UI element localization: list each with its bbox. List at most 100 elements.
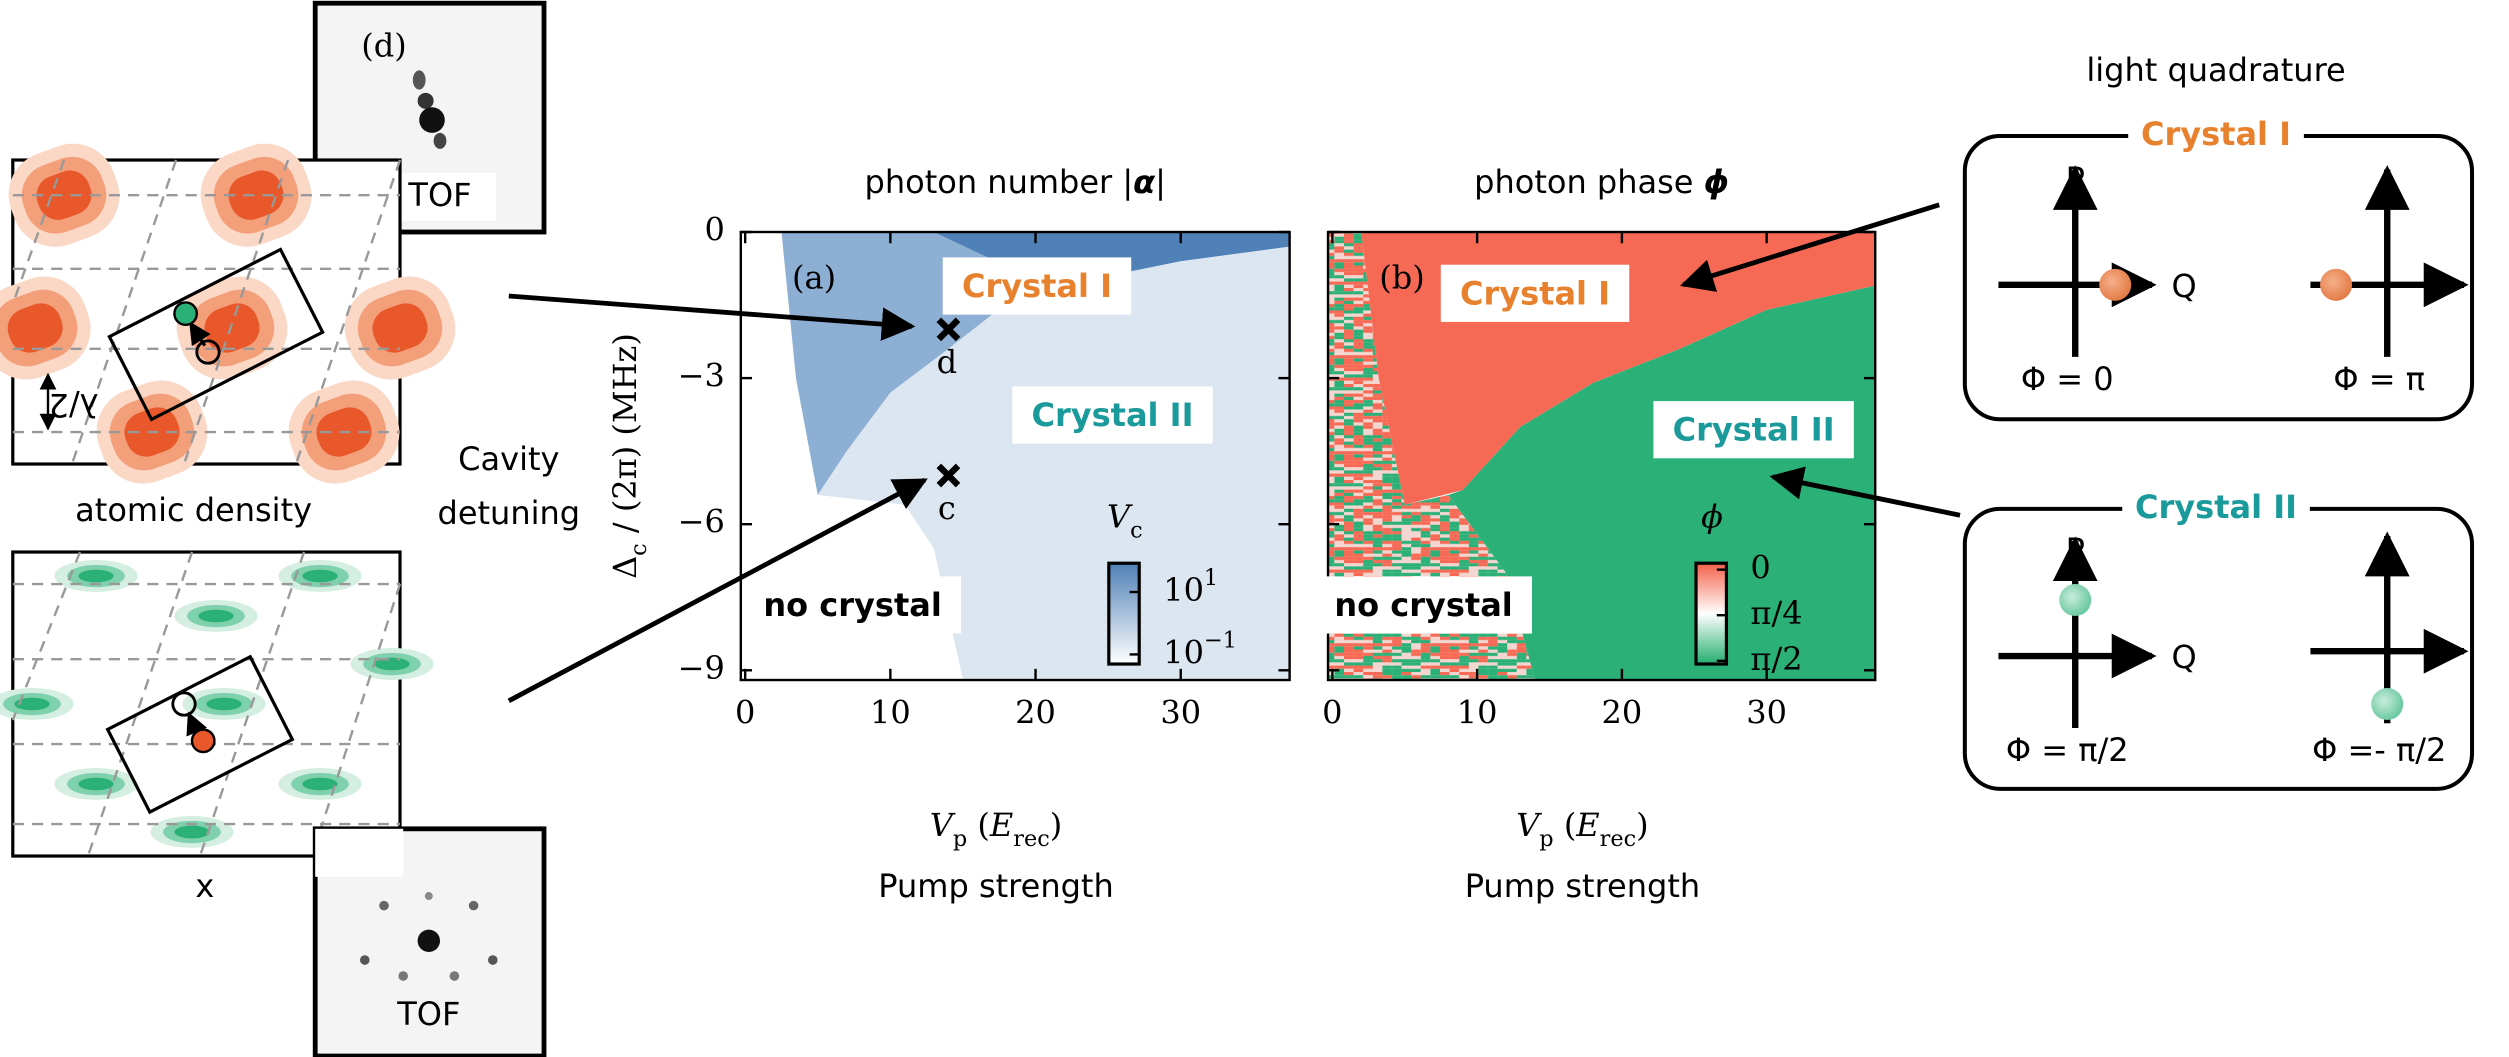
density-blob <box>374 657 410 671</box>
text-part: c <box>1130 517 1143 543</box>
region-label-bg <box>942 257 1132 315</box>
text-part: c <box>626 543 652 556</box>
text-part: E <box>989 806 1013 844</box>
region-label-bg <box>1315 576 1532 634</box>
text-part: photon number | <box>865 163 1134 201</box>
x-caption: Pump strength <box>1465 867 1700 905</box>
panel-label: (d) <box>361 27 406 65</box>
colorbar-label: 0 <box>1750 548 1770 586</box>
colorbar <box>1107 561 1141 666</box>
panel-title: photon number |α| <box>865 163 1166 201</box>
density-blob <box>206 697 242 711</box>
text-part: π/2 <box>1750 639 1802 677</box>
marker <box>936 317 961 342</box>
p-label: P <box>2066 531 2085 569</box>
density-blob <box>198 609 234 623</box>
text-part: ) <box>1050 806 1062 844</box>
x-axis-label: x <box>195 867 214 905</box>
field-state <box>2059 584 2092 617</box>
text-part: 1 <box>1204 565 1218 591</box>
text-part: rec <box>1013 826 1050 852</box>
text-part: 10 <box>1163 633 1204 671</box>
colorbar <box>1694 561 1729 666</box>
x-tick-label: 10 <box>1457 694 1498 732</box>
colorbar-label: 101 <box>1163 565 1218 609</box>
x-axis-label: Vp (Erec) <box>930 806 1062 853</box>
panel-title: photon phase ϕ <box>1474 163 1729 201</box>
box-title: Crystal II <box>2135 488 2297 526</box>
y-tick-label: −6 <box>678 503 725 541</box>
cavity-label: detuning <box>438 494 581 532</box>
marker-label: c <box>938 489 956 527</box>
text-part: V <box>1107 497 1133 535</box>
text-part: E <box>1575 806 1599 844</box>
region-label-bg <box>1653 401 1854 459</box>
density-blob <box>36 170 92 220</box>
text-part: 0 <box>1750 548 1770 586</box>
q-label: Q <box>2171 638 2196 676</box>
y-axis-label: Δc / (2π) (MHz) <box>606 333 653 579</box>
colorbar-label: π/4 <box>1750 594 1802 632</box>
text-part: π/4 <box>1750 594 1802 632</box>
quadrature-box: Crystal I P Q Φ = 0 Φ = π <box>1962 115 2475 422</box>
label-bg <box>384 172 497 221</box>
box-title-bg <box>2128 115 2304 154</box>
region-crystal-1 <box>781 232 1290 495</box>
region-label: Crystal II <box>1673 411 1835 449</box>
region-label-bg <box>1012 386 1213 444</box>
q-label: Q <box>2171 267 2196 305</box>
region-label: no crystal <box>763 586 941 624</box>
region-label-bg <box>744 576 962 634</box>
region-label: Crystal I <box>1460 274 1610 312</box>
phase-label: Φ = π <box>2333 360 2425 398</box>
density-blob <box>204 303 260 353</box>
panel-label: (b) <box>1379 259 1424 297</box>
marker-stroke <box>936 317 961 342</box>
colorbar-title: Vc <box>1107 497 1143 544</box>
tof-label: TOF <box>396 995 460 1033</box>
density-blob <box>7 303 63 353</box>
text-part: V <box>930 806 956 844</box>
phase-label: Φ =- π/2 <box>2312 731 2446 769</box>
phase-label: Φ = π/2 <box>2006 731 2129 769</box>
field-state <box>2099 268 2132 301</box>
colorbar-label: π/2 <box>1750 639 1802 677</box>
x-tick-label: 20 <box>1015 694 1056 732</box>
marker-stroke <box>936 463 961 488</box>
text-part: ( <box>1554 806 1577 844</box>
text-part: 10 <box>1163 571 1204 609</box>
region-noise <box>1328 232 1536 681</box>
y-tick-label: 0 <box>704 211 724 249</box>
marker <box>936 463 961 488</box>
density-blob <box>78 777 114 791</box>
x-tick-label: 30 <box>1160 694 1201 732</box>
quadrature-title: light quadrature <box>2086 51 2345 89</box>
density-blob <box>302 569 338 583</box>
marker-label: d <box>937 343 957 381</box>
tof-bottom <box>312 826 547 1057</box>
x-tick-label: 20 <box>1602 694 1643 732</box>
y-tick-label: −3 <box>678 357 725 395</box>
x-tick-label: 30 <box>1746 694 1787 732</box>
region-label-bg <box>1440 264 1630 322</box>
phase-label: Φ = 0 <box>2021 360 2114 398</box>
plot-frame <box>1326 230 1877 682</box>
y-tick-label: −9 <box>678 649 725 687</box>
density-blob <box>174 825 210 839</box>
density-blob <box>228 170 284 220</box>
text-part: α <box>1133 163 1156 201</box>
text-part: p <box>1539 826 1553 852</box>
plot-frame <box>739 230 1291 682</box>
text-part: ϕ <box>1704 163 1729 201</box>
colorbar-label: 10−1 <box>1163 627 1237 671</box>
panel: 0 10 20 30 photon phase ϕ (b) Vp (Erec) Pump st… <box>1315 163 1877 905</box>
x-tick-label: 0 <box>1322 694 1342 732</box>
box-title-bg <box>2122 487 2310 526</box>
density-blob <box>302 777 338 791</box>
field-state <box>2320 268 2353 301</box>
text-part: −1 <box>1204 627 1237 653</box>
x-axis-label: Vp (Erec) <box>1516 806 1648 853</box>
region-label: Crystal II <box>1031 396 1193 434</box>
text-part: / (2π) (MHz) <box>606 333 644 543</box>
